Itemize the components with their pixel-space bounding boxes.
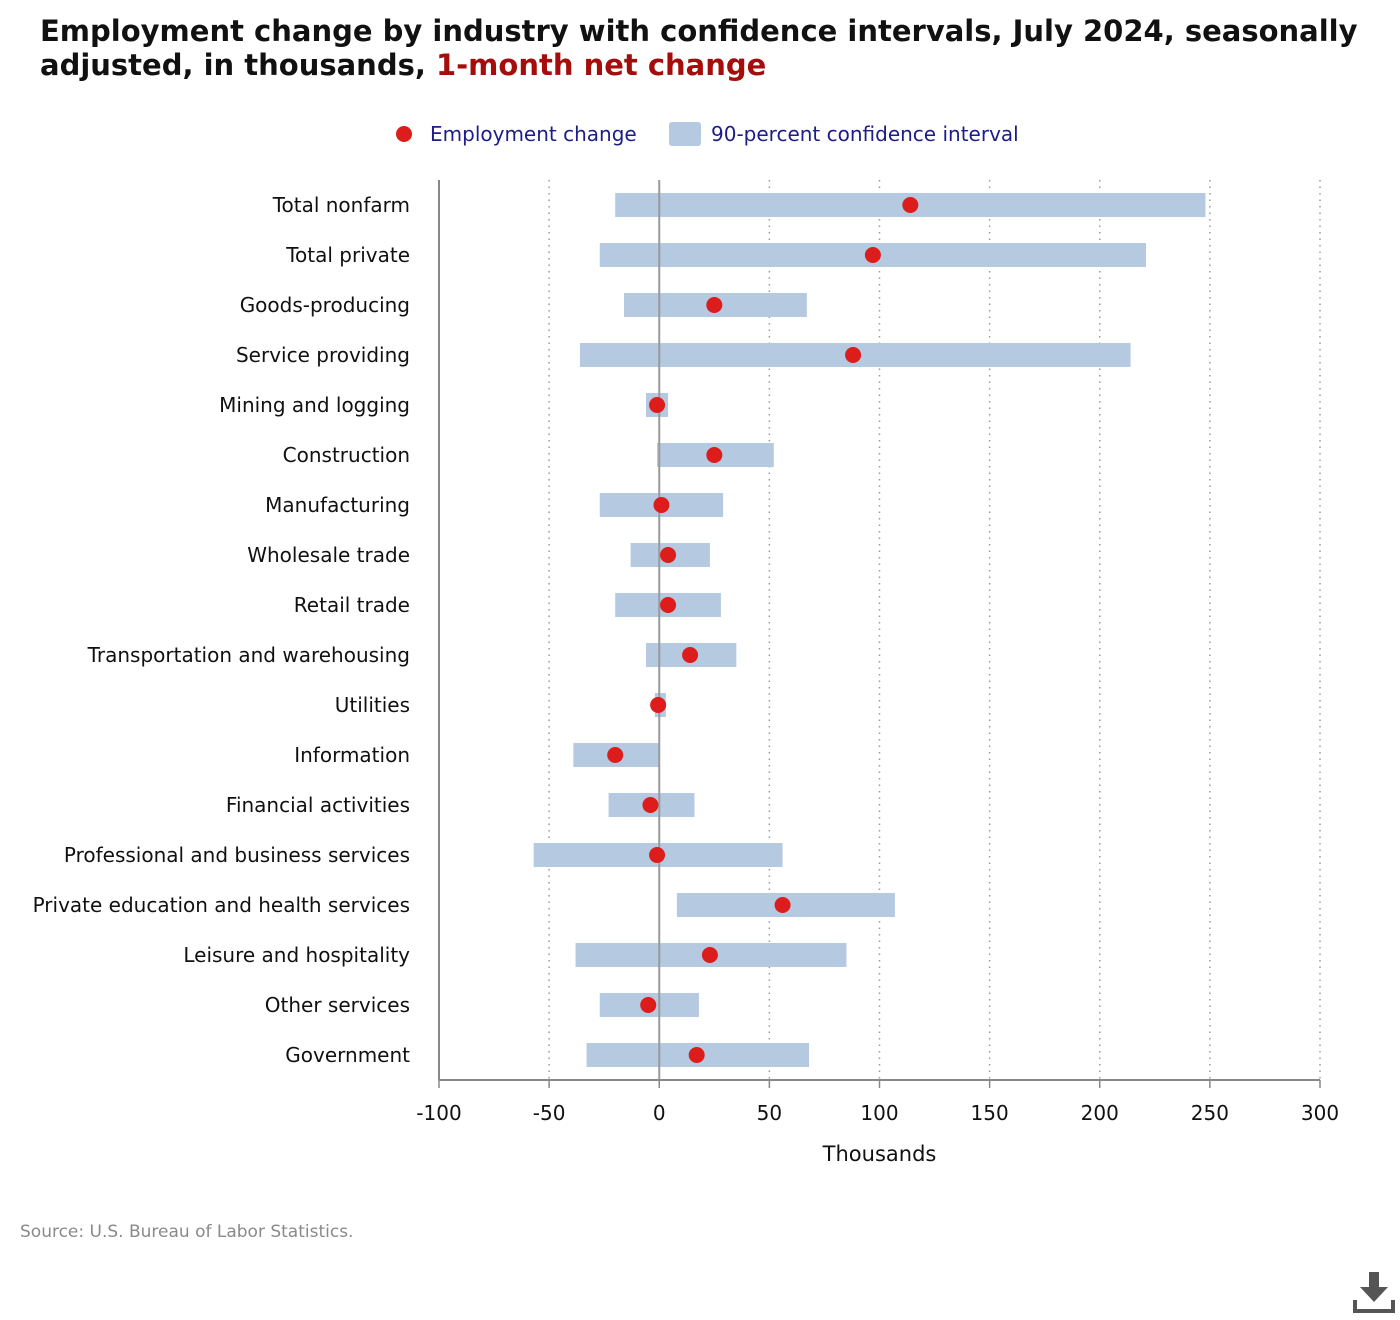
category-label: Mining and logging	[219, 393, 410, 417]
employment-change-point[interactable]	[660, 547, 677, 563]
chart-plot: Total nonfarm Total private Goods-producin…	[33, 180, 1339, 1166]
legend-interval-label: 90-percent confidence interval	[711, 122, 1019, 146]
legend: Employment change 90-percent confidence …	[0, 116, 1400, 152]
legend-item-confidence-interval[interactable]: 90-percent confidence interval	[669, 116, 1019, 152]
employment-change-point[interactable]	[845, 347, 862, 363]
x-tick-label: 50	[757, 1101, 782, 1125]
legend-interval-swatch	[669, 122, 701, 146]
x-tick-label: 300	[1301, 1101, 1339, 1125]
category-label: Information	[294, 743, 410, 767]
employment-change-point[interactable]	[864, 247, 881, 263]
employment-change-point[interactable]	[774, 897, 791, 913]
download-icon-graphic	[1353, 1272, 1395, 1313]
chart-title-highlight: 1-month net change	[435, 48, 767, 82]
category-label: Total nonfarm	[272, 193, 410, 217]
x-axis-title: Thousands	[822, 1142, 937, 1166]
category-label: Private education and health services	[33, 893, 410, 917]
category-label: Total private	[285, 243, 410, 267]
category-label: Manufacturing	[265, 493, 410, 517]
employment-change-point[interactable]	[660, 597, 677, 613]
x-tick-label: 200	[1081, 1101, 1119, 1125]
x-tick-label: 250	[1191, 1101, 1229, 1125]
x-tick-label: 100	[860, 1101, 898, 1125]
legend-point-swatch	[396, 126, 412, 142]
x-tick-label: -100	[416, 1101, 461, 1125]
category-label: Leisure and hospitality	[183, 943, 410, 967]
source-note: Source: U.S. Bureau of Labor Statistics.	[20, 1222, 354, 1242]
category-label: Professional and business services	[64, 843, 410, 867]
employment-change-point[interactable]	[706, 297, 723, 313]
category-label: Government	[285, 1043, 410, 1067]
employment-change-point[interactable]	[649, 397, 666, 413]
employment-change-point[interactable]	[688, 1047, 705, 1063]
category-label: Service providing	[236, 343, 410, 367]
chart-title: Employment change by industry with confi…	[40, 14, 1360, 82]
chart-title-text: Employment change by industry with confi…	[40, 14, 1358, 82]
employment-change-point[interactable]	[902, 197, 919, 213]
employment-change-point[interactable]	[653, 497, 670, 513]
employment-change-point[interactable]	[642, 797, 659, 813]
x-tick-label: 0	[653, 1101, 666, 1125]
employment-change-point[interactable]	[706, 447, 723, 463]
category-label: Construction	[283, 443, 410, 467]
employment-change-point[interactable]	[607, 747, 624, 763]
employment-change-point[interactable]	[682, 647, 699, 663]
employment-change-point[interactable]	[701, 947, 718, 963]
download-icon[interactable]	[1352, 1270, 1396, 1316]
category-label: Transportation and warehousing	[87, 643, 410, 667]
x-tick-label: -50	[533, 1101, 566, 1125]
employment-change-point[interactable]	[649, 847, 666, 863]
legend-point-label: Employment change	[430, 122, 637, 146]
employment-change-point[interactable]	[650, 697, 667, 713]
category-label: Utilities	[335, 693, 410, 717]
x-tick-label: 150	[971, 1101, 1009, 1125]
category-label: Wholesale trade	[247, 543, 410, 567]
category-label: Goods-producing	[240, 293, 410, 317]
employment-change-point[interactable]	[640, 997, 657, 1013]
legend-item-employment-change[interactable]: Employment change	[396, 116, 637, 152]
category-label: Other services	[265, 993, 410, 1017]
category-label: Financial activities	[226, 793, 410, 817]
category-label: Retail trade	[294, 593, 410, 617]
